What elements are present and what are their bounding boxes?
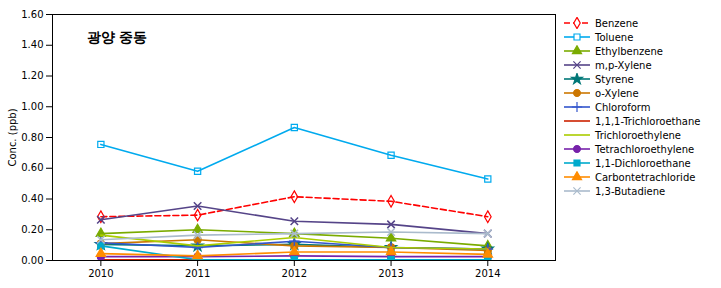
html-text:1,1,1-Trichloroethane: 1,1,1-Trichloroethane	[595, 115, 701, 127]
svg-text:2011: 2011	[185, 268, 210, 279]
svg-text:1.40: 1.40	[21, 39, 43, 50]
svg-text:2013: 2013	[378, 268, 403, 279]
html-text:o-Xylene: o-Xylene	[595, 87, 639, 99]
svg-text:2014: 2014	[475, 268, 500, 279]
html-text:Tetrachloroethylene: Tetrachloroethylene	[595, 143, 695, 155]
html-text:Ethylbenzene: Ethylbenzene	[595, 45, 663, 57]
svg-text:1.60: 1.60	[21, 9, 43, 20]
svg-text:0.60: 0.60	[21, 162, 43, 173]
html-text:Benzene: Benzene	[595, 17, 639, 29]
html-text:Trichloroethylene: Trichloroethylene	[595, 129, 681, 141]
html-text:m,p-Xylene: m,p-Xylene	[595, 59, 652, 71]
svg-text:1.00: 1.00	[21, 101, 43, 112]
svg-text:2010: 2010	[88, 268, 113, 279]
svg-text:Conc. (ppb): Conc. (ppb)	[7, 108, 18, 166]
svg-text:0.40: 0.40	[21, 193, 43, 204]
svg-text:0.20: 0.20	[21, 224, 43, 235]
svg-text:0.00: 0.00	[21, 255, 43, 266]
html-text:Toluene: Toluene	[595, 31, 634, 43]
svg-text:2012: 2012	[282, 268, 307, 279]
html-text:Carbontetrachloride: Carbontetrachloride	[595, 171, 696, 183]
svg-text:0.80: 0.80	[21, 132, 43, 143]
svg-text:광양 중동: 광양 중동	[87, 29, 148, 45]
html-text:Styrene: Styrene	[595, 73, 634, 85]
html-text:1,1-Dichloroethane: 1,1-Dichloroethane	[595, 157, 691, 169]
html-text:Chloroform: Chloroform	[595, 101, 651, 113]
html-text:1,3-Butadiene: 1,3-Butadiene	[595, 185, 666, 197]
svg-text:1.20: 1.20	[21, 70, 43, 81]
